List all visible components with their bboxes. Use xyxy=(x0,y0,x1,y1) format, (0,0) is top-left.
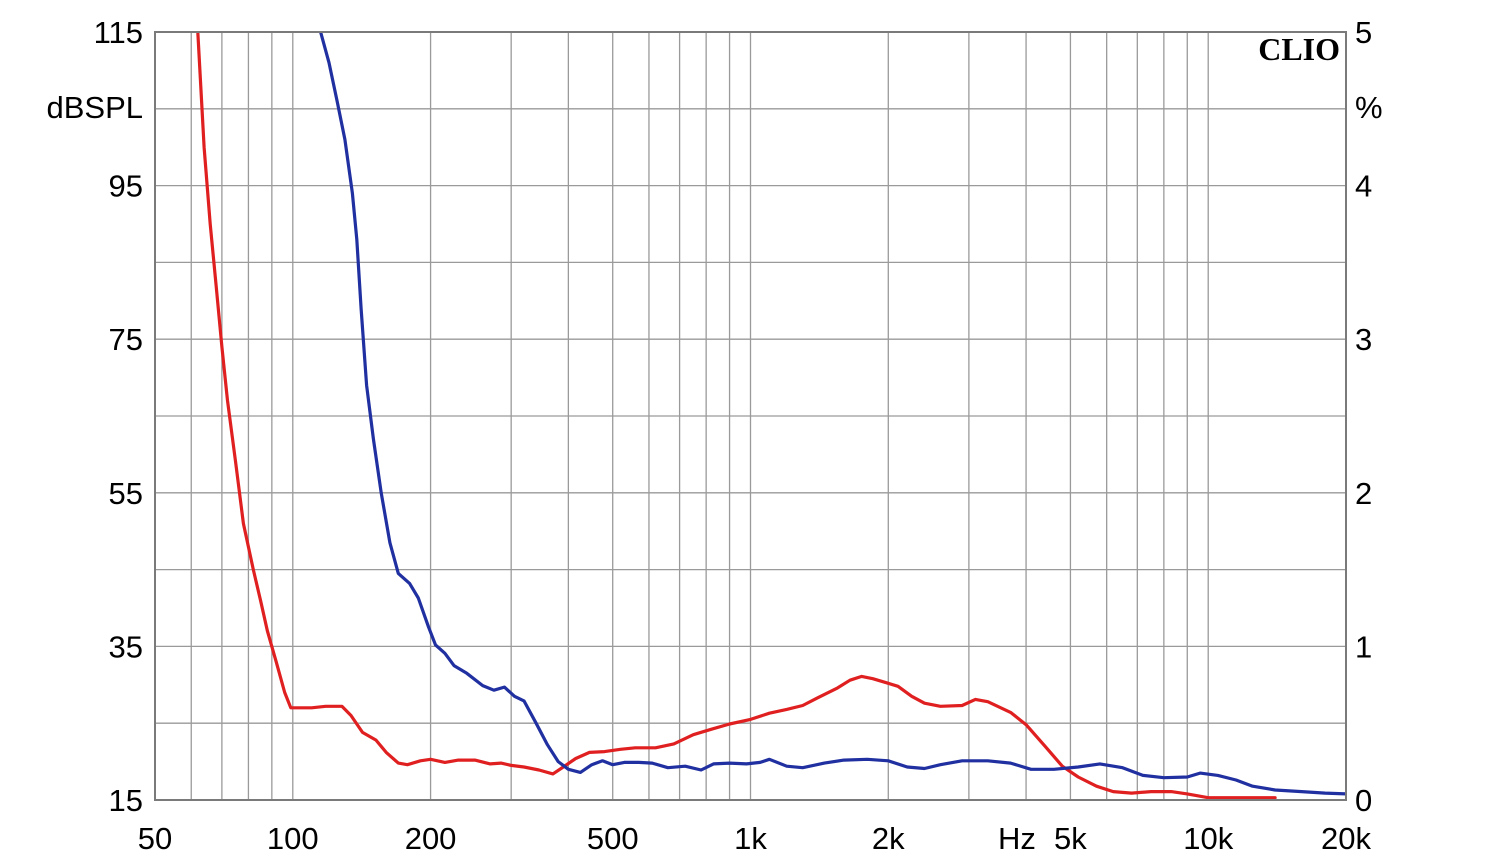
x-axis-tick-label: 2k xyxy=(872,821,905,856)
x-axis-tick-label: 20k xyxy=(1321,821,1371,856)
series-line-2 xyxy=(319,32,1346,796)
right-axis-tick-label: 4 xyxy=(1355,169,1372,204)
x-axis-tick-label: 100 xyxy=(267,821,319,856)
right-axis-tick-label: 1 xyxy=(1355,629,1372,664)
left-axis-tick-label: 75 xyxy=(109,322,143,357)
right-axis-tick-label: 2 xyxy=(1355,476,1372,511)
grid xyxy=(155,32,1346,800)
right-axis-tick-label: 5 xyxy=(1355,15,1372,50)
x-axis-tick-label: 50 xyxy=(138,821,172,856)
left-axis-tick-label: 15 xyxy=(109,783,143,818)
x-axis-tick-labels: 50 100 200 500 1k 2k 5k 10k 20k xyxy=(138,821,1372,856)
x-axis-tick-label: 1k xyxy=(734,821,767,856)
x-axis-tick-label: 200 xyxy=(405,821,457,856)
right-axis-unit-label: % xyxy=(1355,90,1383,125)
left-axis-tick-labels: 115 95 75 55 35 15 xyxy=(94,15,143,818)
right-axis-tick-label: 3 xyxy=(1355,322,1372,357)
x-axis-tick-label: 10k xyxy=(1183,821,1233,856)
left-axis-tick-label: 95 xyxy=(109,169,143,204)
right-axis-tick-label: 0 xyxy=(1355,783,1372,818)
x-axis-tick-label: 5k xyxy=(1054,821,1087,856)
left-axis-tick-label: 55 xyxy=(109,476,143,511)
left-axis-tick-label: 35 xyxy=(109,629,143,664)
brand-logo: CLIO xyxy=(1258,31,1340,67)
left-axis-unit-label: dBSPL xyxy=(46,90,143,125)
x-axis-tick-label: 500 xyxy=(587,821,639,856)
series-layer xyxy=(196,32,1346,800)
right-axis-tick-labels: 5 4 3 2 1 0 xyxy=(1355,15,1372,818)
x-axis-unit-label: Hz xyxy=(998,821,1036,856)
series-line-1 xyxy=(196,32,1277,800)
plot-frame xyxy=(154,31,1347,801)
left-axis-tick-label: 115 xyxy=(94,15,143,50)
